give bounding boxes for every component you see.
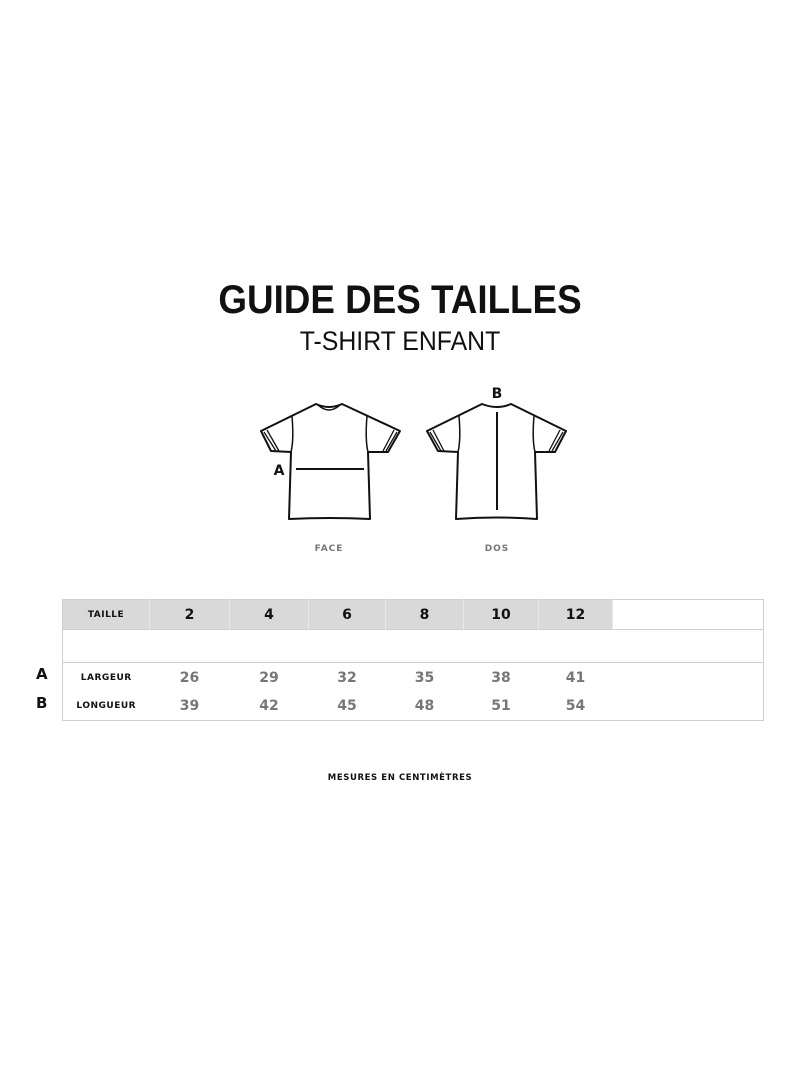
footnote: MESURES EN CENTIMÈTRES	[327, 773, 473, 783]
value-cell: 35	[414, 669, 435, 686]
front-label: FACE	[314, 544, 344, 554]
value-cell: 39	[179, 698, 200, 714]
size-cell: 12	[538, 599, 613, 630]
row-label: LONGUEUR	[76, 701, 137, 711]
back-label: DOS	[484, 544, 510, 554]
value-cell: 42	[259, 698, 279, 714]
value-cell: 38	[491, 669, 511, 686]
table-row-largeur: LARGEUR 26 29 32 35 38 41	[63, 663, 764, 693]
size-header-label: TAILLE	[62, 599, 150, 630]
tshirt-front-illustration	[260, 403, 401, 520]
tshirt-back-illustration	[426, 403, 567, 520]
value-cell: 41	[565, 669, 586, 686]
marker-b: B	[492, 386, 503, 402]
value-cell: 29	[259, 669, 279, 686]
value-cell: 45	[337, 698, 357, 714]
value-cell: 32	[337, 669, 357, 686]
value-cell: 48	[414, 698, 435, 714]
marker-a: A	[274, 463, 285, 479]
size-cell: 6	[308, 599, 386, 630]
page-subtitle: T-SHIRT ENFANT	[299, 326, 501, 356]
spacer-row	[62, 629, 764, 663]
row-letter-b: B	[36, 694, 48, 712]
empty-cell	[613, 600, 764, 630]
table-row-longueur: LONGUEUR 39 42 45 48 51 54	[63, 692, 764, 721]
size-cell: 8	[385, 599, 464, 630]
size-table: TAILLE 2 4 6 8 10 12 LARGEUR 26 29 32 35…	[62, 599, 764, 721]
size-cell: 10	[463, 599, 539, 630]
size-cell: 2	[149, 599, 230, 630]
size-cell: 4	[229, 599, 309, 630]
tshirt-diagrams: A B	[260, 386, 567, 520]
value-cell: 51	[491, 698, 511, 714]
value-cell: 54	[565, 698, 586, 714]
page-title: GUIDE DES TAILLES	[218, 278, 582, 322]
value-cell: 26	[179, 669, 200, 686]
row-letter-a: A	[36, 665, 48, 683]
size-header-row: TAILLE 2 4 6 8 10 12	[62, 599, 764, 630]
row-label: LARGEUR	[80, 672, 132, 683]
